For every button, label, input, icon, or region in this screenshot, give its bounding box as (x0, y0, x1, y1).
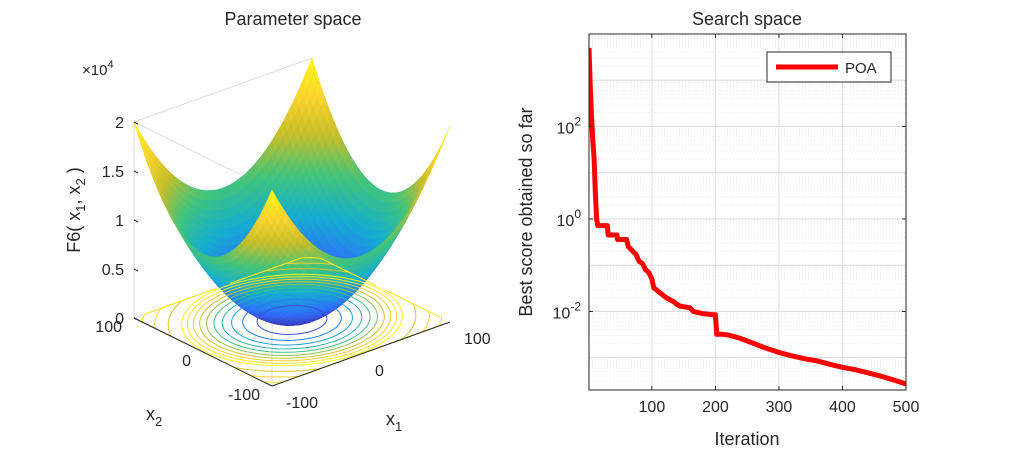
y-tick-label: -100 (228, 387, 260, 404)
contour-ring (229, 256, 376, 286)
contour-ring (242, 298, 342, 342)
z-tick-label: 0 (115, 311, 124, 328)
x-tick-label: 100 (639, 399, 666, 416)
contour-ring (206, 284, 378, 356)
contour-ring (186, 276, 398, 364)
y-axis-title: Best score obtained so far (516, 107, 536, 316)
surface-patch (268, 189, 277, 206)
contour-ring (181, 273, 403, 367)
contour-ring (199, 281, 385, 359)
x-tick-label: -100 (286, 395, 318, 412)
surface-mesh (133, 57, 451, 326)
y-axis-label: x2 (146, 404, 162, 429)
x-tick-label: 0 (375, 363, 384, 380)
contour-ring (256, 304, 328, 336)
legend-label-poa: POA (845, 60, 877, 77)
x-tick-label: 500 (893, 399, 920, 416)
legend: POA (766, 51, 892, 83)
contour-ring (394, 300, 417, 343)
x-tick-label: 200 (702, 399, 729, 416)
y-tick-label: 0 (182, 353, 191, 370)
axis-ticks-2d: 100 200 300 400 500 102 100 10-2 (553, 34, 920, 416)
z-tick-label: 1.5 (102, 164, 124, 181)
contour-ring (213, 287, 371, 353)
contour-ring (256, 268, 355, 276)
contour-ring (221, 290, 363, 350)
x-tick-label: 400 (829, 399, 856, 416)
line-title: Search space (692, 9, 802, 29)
series-line-poa (589, 47, 906, 387)
y-tick-label: 100 (95, 319, 122, 336)
x-axis-label: x1 (386, 409, 402, 434)
z-tick-label: 2 (115, 115, 124, 132)
x-axis-title: Iteration (714, 429, 779, 449)
z-tick-label: 0.5 (102, 262, 124, 279)
series-layer (589, 47, 906, 387)
z-exponent: ×104 (82, 59, 114, 79)
x-tick-label: 100 (464, 331, 491, 348)
convergence-plot: Search space 100 200 300 400 500 102 100 10-2 I… (516, 9, 919, 449)
contour-ring (229, 364, 328, 372)
contour-ring (367, 290, 443, 352)
z-tick-label: 1 (115, 213, 124, 230)
contour-ring (231, 294, 353, 346)
surface-title: Parameter space (224, 9, 361, 29)
surface-plot: Parameter space 00.511.52-1000100-100010… (64, 9, 491, 434)
plot-frame (588, 33, 907, 391)
contour-ring (167, 297, 190, 340)
contour-ring (192, 278, 392, 362)
y-tick-label: 100 (557, 207, 582, 230)
y-tick-label: 10-2 (553, 299, 582, 322)
y-tick-label: 102 (557, 114, 582, 137)
z-axis-label: F6( x1, x2 ) (64, 167, 88, 253)
x-tick-label: 300 (766, 399, 793, 416)
